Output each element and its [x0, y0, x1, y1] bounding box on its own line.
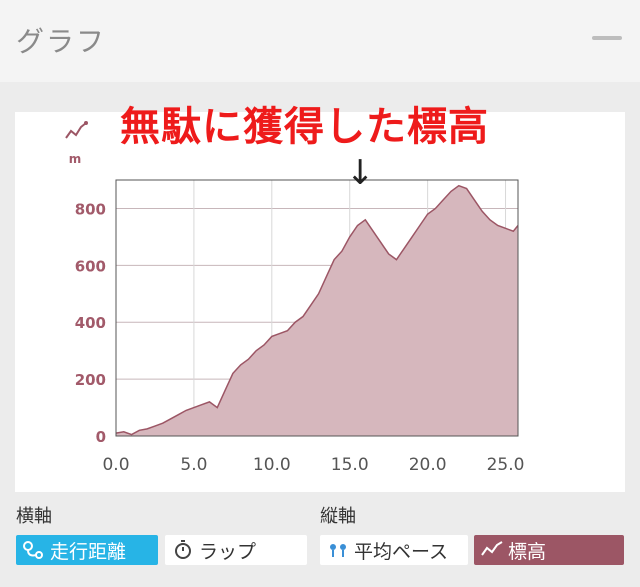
- x-tick-label: 20.0: [409, 455, 447, 475]
- y-tick-label: 0: [96, 428, 106, 446]
- x-tick-label: 10.0: [253, 455, 291, 475]
- x-tick-label: 15.0: [331, 455, 369, 475]
- elevation-line: [115, 184, 519, 436]
- y-tick-label: 600: [75, 257, 106, 275]
- graph-header: グラフ: [0, 0, 640, 82]
- elevation-axis-button[interactable]: 標高: [474, 535, 624, 565]
- x-tick-label: 0.0: [102, 455, 129, 475]
- annotation-arrow: ↓: [346, 153, 375, 193]
- pace-icon: [330, 544, 346, 557]
- elevation-area: [116, 185, 518, 436]
- collapse-icon[interactable]: [592, 36, 622, 40]
- elevation-axis-label: 標高: [508, 540, 547, 563]
- y-tick-label: 400: [75, 314, 106, 332]
- distance-axis-button[interactable]: 走行距離: [16, 535, 158, 565]
- lap-axis-label: ラップ: [199, 540, 257, 563]
- distance-axis-label: 走行距離: [50, 540, 127, 563]
- route-icon: [23, 541, 43, 559]
- vertical-axis-label: 縦軸: [320, 506, 356, 527]
- pace-axis-label: 平均ペース: [354, 540, 449, 563]
- x-tick-label: 5.0: [180, 455, 207, 475]
- elevation-icon: [65, 121, 88, 139]
- pace-axis-button[interactable]: 平均ペース: [320, 535, 468, 565]
- lap-axis-button[interactable]: ラップ: [165, 535, 307, 565]
- x-tick-label: 25.0: [487, 455, 525, 475]
- y-tick-label: 200: [75, 371, 106, 389]
- y-axis-unit: m: [69, 152, 82, 166]
- header-title: グラフ: [16, 25, 107, 58]
- elevation-chart: 0 200 400 600 800 0.0 5.0 10.0 15.0 20.0 25.0 m: [65, 121, 525, 475]
- stopwatch-icon: [175, 540, 191, 559]
- y-tick-label: 800: [75, 200, 106, 218]
- elevation-icon: [481, 541, 503, 556]
- annotation-text: 無駄に獲得した標高: [120, 104, 489, 150]
- plot-frame: [115, 179, 519, 437]
- horizontal-axis-label: 横軸: [16, 506, 52, 527]
